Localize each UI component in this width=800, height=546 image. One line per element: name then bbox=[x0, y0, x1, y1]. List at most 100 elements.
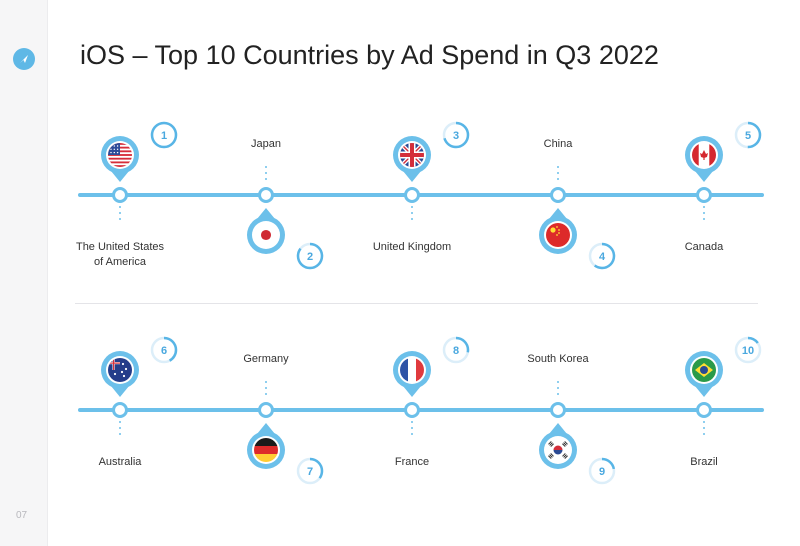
country-marker: 6 bbox=[101, 336, 178, 435]
country-name: Japan bbox=[251, 138, 281, 150]
rank-number: 4 bbox=[599, 251, 606, 263]
pin-pointer bbox=[257, 423, 275, 434]
france-flag-icon bbox=[400, 358, 424, 382]
country-marker: 10 bbox=[685, 336, 762, 435]
rank-badge-arc bbox=[734, 121, 762, 149]
connector-dot bbox=[557, 166, 559, 168]
connector-dot bbox=[703, 218, 705, 220]
connector-dot bbox=[265, 166, 267, 168]
rank-number: 6 bbox=[161, 345, 167, 357]
canada-flag-icon bbox=[692, 143, 716, 167]
connector-dot bbox=[557, 387, 559, 389]
connector-dot bbox=[411, 218, 413, 220]
rank-badge-arc bbox=[150, 121, 178, 149]
country-marker: 9 bbox=[539, 381, 616, 485]
connector-dot bbox=[557, 178, 559, 180]
connector-dot bbox=[411, 421, 413, 423]
rank-number: 10 bbox=[742, 345, 754, 357]
germany-flag-icon bbox=[254, 438, 278, 462]
rank-badge-arc bbox=[442, 121, 470, 149]
connector-dot bbox=[265, 393, 267, 395]
brazil-flag-icon bbox=[692, 358, 716, 382]
rank-badge-arc bbox=[296, 457, 324, 485]
compass-logo-icon bbox=[13, 48, 35, 70]
rank-badge-arc bbox=[442, 336, 470, 364]
timeline-node bbox=[696, 402, 712, 418]
connector-dot bbox=[119, 427, 121, 429]
connector-dot bbox=[265, 172, 267, 174]
connector-dot bbox=[119, 421, 121, 423]
usa-flag-icon bbox=[108, 143, 132, 167]
timeline-node bbox=[550, 187, 566, 203]
pin-pointer bbox=[549, 208, 567, 219]
connector-dot bbox=[119, 433, 121, 435]
pin-pointer bbox=[403, 386, 421, 397]
rank-badge-arc bbox=[296, 242, 324, 270]
connector-dot bbox=[703, 212, 705, 214]
connector-dot bbox=[703, 206, 705, 208]
timeline-node bbox=[696, 187, 712, 203]
country-name: Canada bbox=[684, 241, 724, 253]
timeline-node bbox=[112, 187, 128, 203]
connector-dot bbox=[265, 381, 267, 383]
country-name: Germany bbox=[243, 353, 289, 365]
rank-number: 8 bbox=[453, 345, 459, 357]
connector-dot bbox=[119, 206, 121, 208]
connector-dot bbox=[411, 212, 413, 214]
connector-dot bbox=[557, 381, 559, 383]
rank-number: 7 bbox=[307, 466, 313, 478]
sidebar: 07 bbox=[0, 0, 48, 546]
rank-number: 3 bbox=[453, 130, 459, 142]
rank-badge-arc bbox=[734, 336, 762, 364]
country-name: United Kingdom bbox=[372, 241, 452, 253]
connector-dot bbox=[557, 393, 559, 395]
australia-flag-icon bbox=[108, 358, 132, 382]
connector-dot bbox=[703, 421, 705, 423]
timeline-row: 1 2 3 4 5 bbox=[78, 121, 764, 270]
page-number: 07 bbox=[16, 510, 28, 521]
rank-number: 5 bbox=[745, 130, 751, 142]
country-name: The United States of America bbox=[75, 241, 165, 269]
connector-dot bbox=[411, 206, 413, 208]
south-korea-flag-icon bbox=[546, 438, 570, 462]
timeline-node bbox=[258, 187, 274, 203]
page-title: iOS – Top 10 Countries by Ad Spend in Q3… bbox=[80, 40, 659, 70]
timeline-node bbox=[550, 402, 566, 418]
rank-badge-arc bbox=[588, 457, 616, 485]
row-divider bbox=[75, 303, 758, 304]
connector-dot bbox=[703, 427, 705, 429]
connector-dot bbox=[703, 433, 705, 435]
connector-dot bbox=[557, 172, 559, 174]
country-marker: 2 bbox=[247, 166, 324, 270]
pin-pointer bbox=[549, 423, 567, 434]
connector-dot bbox=[411, 433, 413, 435]
rank-badge-arc bbox=[588, 242, 616, 270]
country-marker: 1 bbox=[101, 121, 178, 220]
uk-flag-icon bbox=[400, 143, 424, 167]
country-name: China bbox=[543, 138, 573, 150]
connector-dot bbox=[119, 218, 121, 220]
timeline-node bbox=[112, 402, 128, 418]
pin-pointer bbox=[111, 171, 129, 182]
country-marker: 8 bbox=[393, 336, 470, 435]
connector-dot bbox=[265, 178, 267, 180]
connector-dot bbox=[411, 427, 413, 429]
rank-number: 9 bbox=[599, 466, 605, 478]
connector-dot bbox=[265, 387, 267, 389]
timeline-row: 6 7 8 9 10 bbox=[78, 336, 764, 485]
timeline-node bbox=[258, 402, 274, 418]
japan-flag-icon bbox=[254, 223, 278, 247]
rank-badge-arc bbox=[150, 336, 178, 364]
pin-pointer bbox=[403, 171, 421, 182]
country-name: South Korea bbox=[527, 353, 589, 365]
pin-pointer bbox=[695, 171, 713, 182]
country-name: France bbox=[394, 456, 430, 468]
pin-pointer bbox=[695, 386, 713, 397]
country-marker: 3 bbox=[393, 121, 470, 220]
connector-dot bbox=[119, 212, 121, 214]
timeline-node bbox=[404, 187, 420, 203]
china-flag-icon bbox=[546, 223, 570, 247]
country-marker: 5 bbox=[685, 121, 762, 220]
pin-pointer bbox=[111, 386, 129, 397]
